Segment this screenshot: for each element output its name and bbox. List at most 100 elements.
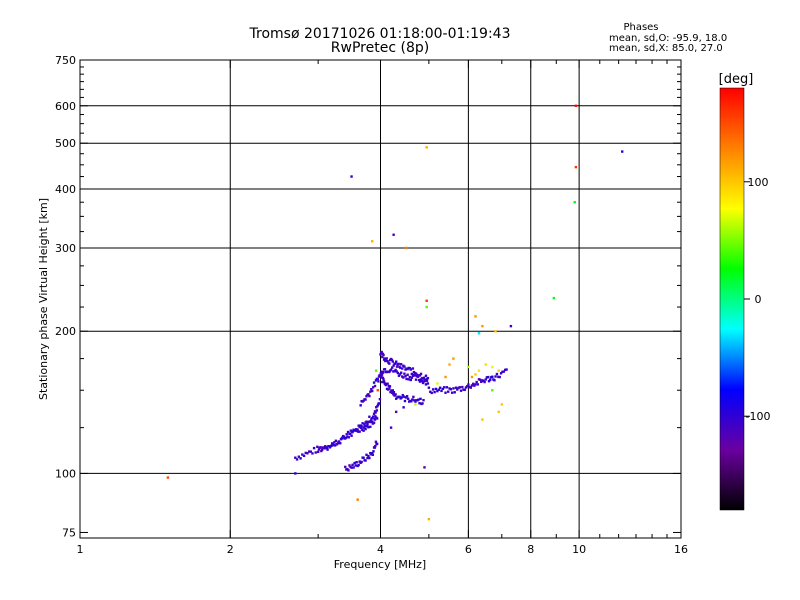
data-point xyxy=(417,398,420,401)
data-point xyxy=(500,403,504,406)
data-point xyxy=(495,372,499,376)
data-point xyxy=(294,472,297,475)
data-point xyxy=(368,394,371,398)
chart-title: Tromsø 20171026 01:18:00-01:19:43 xyxy=(249,26,511,42)
data-point xyxy=(411,367,415,370)
data-point xyxy=(480,380,483,384)
data-point xyxy=(453,391,456,394)
data-point xyxy=(351,463,354,467)
colorbar-tick-label: 0 xyxy=(755,293,762,306)
data-point xyxy=(420,379,424,383)
data-point xyxy=(408,367,411,370)
data-point xyxy=(397,362,400,366)
data-point xyxy=(372,450,375,453)
data-point xyxy=(474,383,477,386)
data-point xyxy=(462,388,465,391)
data-point xyxy=(403,372,406,375)
data-point xyxy=(357,424,360,427)
data-point xyxy=(334,439,338,442)
data-point xyxy=(374,379,378,382)
data-point xyxy=(425,305,428,309)
data-point xyxy=(338,441,341,444)
data-point xyxy=(414,378,418,381)
data-point xyxy=(450,391,454,394)
data-point xyxy=(399,366,402,369)
data-point xyxy=(436,389,439,393)
data-point xyxy=(357,430,360,433)
data-point xyxy=(349,429,353,432)
data-point xyxy=(441,387,445,391)
y-tick-label: 200 xyxy=(55,325,76,338)
data-point xyxy=(370,387,373,391)
data-point xyxy=(326,448,329,451)
data-point xyxy=(426,382,430,385)
data-point xyxy=(498,375,501,379)
data-point xyxy=(375,417,379,420)
data-point xyxy=(364,398,367,401)
data-point xyxy=(491,375,494,378)
data-point xyxy=(333,444,337,447)
phase-stat-o: mean, sd,O: -95.9, 18.0 xyxy=(609,33,728,44)
data-point xyxy=(348,432,351,436)
data-point xyxy=(392,233,395,236)
data-point xyxy=(394,393,397,396)
data-point xyxy=(366,456,369,460)
data-point xyxy=(391,360,394,363)
data-point xyxy=(316,450,320,454)
data-point xyxy=(350,466,353,469)
data-point xyxy=(470,375,474,379)
data-point xyxy=(469,386,472,389)
data-point xyxy=(445,386,449,389)
data-point xyxy=(491,389,494,392)
data-point xyxy=(374,440,378,443)
data-point xyxy=(386,382,389,385)
data-point xyxy=(332,443,335,447)
data-point xyxy=(436,382,439,385)
data-point xyxy=(335,443,338,446)
data-point xyxy=(392,393,395,396)
data-point xyxy=(433,390,436,394)
data-point xyxy=(452,387,455,390)
data-point xyxy=(429,390,432,393)
x-tick-label: 6 xyxy=(465,543,472,556)
data-point xyxy=(425,146,428,149)
data-point xyxy=(427,386,431,389)
data-point xyxy=(377,380,380,383)
data-point xyxy=(419,372,423,376)
x-tick-label: 4 xyxy=(377,543,384,556)
data-point xyxy=(381,355,384,359)
data-point xyxy=(359,426,363,430)
data-point xyxy=(354,464,357,467)
data-point xyxy=(471,382,475,386)
data-point xyxy=(371,453,375,456)
data-point xyxy=(297,455,301,458)
data-point xyxy=(383,368,387,371)
data-point xyxy=(413,374,417,377)
data-point xyxy=(385,357,388,360)
data-point xyxy=(494,375,497,378)
data-point xyxy=(406,397,410,400)
data-point xyxy=(463,388,466,392)
phase-stats-title: Phases xyxy=(623,22,659,33)
data-point xyxy=(299,457,302,460)
data-point xyxy=(388,362,391,365)
data-point xyxy=(402,376,405,379)
data-point xyxy=(465,385,469,388)
data-point xyxy=(371,386,375,389)
data-point xyxy=(475,380,478,384)
data-point xyxy=(345,433,348,436)
data-point xyxy=(421,402,424,405)
data-point xyxy=(394,410,398,414)
data-point xyxy=(369,425,372,428)
data-point xyxy=(394,360,398,363)
data-point xyxy=(330,442,334,445)
data-point xyxy=(378,397,382,401)
data-point xyxy=(333,441,336,444)
data-point xyxy=(474,315,477,318)
grid-lines xyxy=(80,60,681,538)
data-point xyxy=(574,104,578,107)
data-point xyxy=(356,428,359,431)
data-point xyxy=(388,387,391,390)
data-point xyxy=(394,397,398,400)
colorbar-ticks: 100 0 -100 xyxy=(744,176,770,423)
